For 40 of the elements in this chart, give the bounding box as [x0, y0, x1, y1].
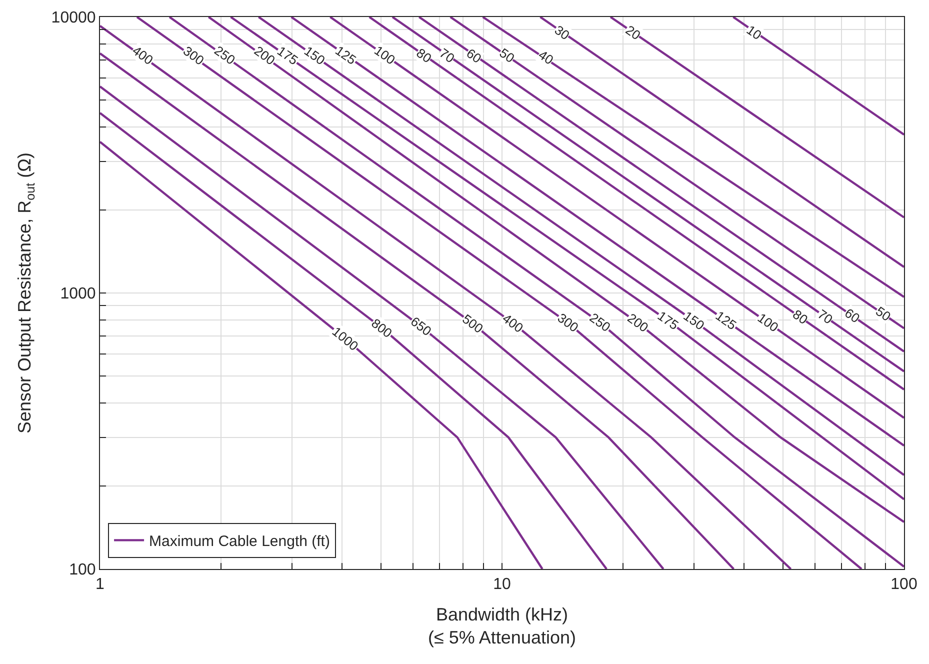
x-tick-label: 100 [890, 576, 918, 594]
annotation: 70 [815, 306, 836, 327]
annotation: 50 [496, 45, 518, 66]
annotation: 125 [332, 42, 359, 68]
annotation: 250 [586, 310, 614, 335]
annotation: 60 [464, 46, 484, 66]
annotation: 10 [744, 22, 764, 43]
legend-label: Maximum Cable Length (ft) [149, 533, 330, 550]
annotation: 80 [790, 306, 811, 328]
x-tick-label: 10 [493, 576, 511, 594]
y-tick-label: 100 [69, 562, 96, 579]
annotation: 60 [842, 305, 863, 326]
annotation: 150 [680, 308, 708, 333]
annotation: 300 [554, 310, 582, 335]
annotation: 175 [274, 43, 301, 68]
annotation: 150 [301, 43, 328, 68]
annotation: 400 [130, 42, 156, 68]
annotation: 70 [436, 45, 458, 66]
annotation: 30 [552, 22, 572, 43]
annotation: 200 [624, 310, 652, 336]
annotation: 200 [251, 43, 278, 68]
annotation: 125 [712, 308, 740, 333]
annotation: 1000 [329, 324, 362, 354]
annotation: 500 [460, 311, 486, 336]
annotation: 80 [414, 45, 434, 66]
annotation: 250 [212, 42, 238, 68]
annotation: 100 [372, 42, 398, 68]
y-tick-label: 10000 [51, 10, 96, 27]
annotation: 175 [654, 308, 682, 333]
annotation: 100 [754, 310, 782, 335]
annotation: 800 [368, 316, 395, 341]
x-tick-label: 1 [96, 576, 105, 594]
annotation: 650 [408, 314, 434, 339]
annotation: 400 [500, 310, 526, 336]
x-axis-title: Bandwidth (kHz) (≤ 5% Attenuation) [428, 604, 576, 648]
y-tick-label: 1000 [60, 286, 96, 303]
annotation: 20 [622, 22, 644, 43]
annotation: 300 [180, 43, 207, 68]
annotation: 40 [536, 47, 556, 68]
annotation: 50 [873, 303, 894, 324]
